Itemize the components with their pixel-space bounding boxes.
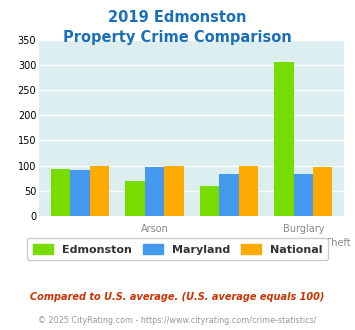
Text: 2019 Edmonston: 2019 Edmonston [108,10,247,25]
Bar [51,169,70,216]
Bar [164,166,184,216]
Bar [125,181,145,216]
Text: Property Crime Comparison: Property Crime Comparison [63,30,292,45]
Text: All Property Crime: All Property Crime [36,238,124,248]
Text: © 2025 CityRating.com - https://www.cityrating.com/crime-statistics/: © 2025 CityRating.com - https://www.city… [38,316,317,325]
Bar [200,186,219,216]
Text: Motor Vehicle Theft: Motor Vehicle Theft [256,238,351,248]
Bar [90,166,109,216]
Bar [70,170,90,216]
Bar [313,167,332,216]
Bar [145,167,164,216]
Bar [294,174,313,216]
Legend: Edmonston, Maryland, National: Edmonston, Maryland, National [27,238,328,260]
Bar [239,166,258,216]
Text: Burglary: Burglary [283,224,324,234]
Bar [219,174,239,216]
Bar [274,62,294,216]
Text: Larceny & Theft: Larceny & Theft [116,238,193,248]
Text: Compared to U.S. average. (U.S. average equals 100): Compared to U.S. average. (U.S. average … [30,292,325,302]
Text: Arson: Arson [141,224,168,234]
